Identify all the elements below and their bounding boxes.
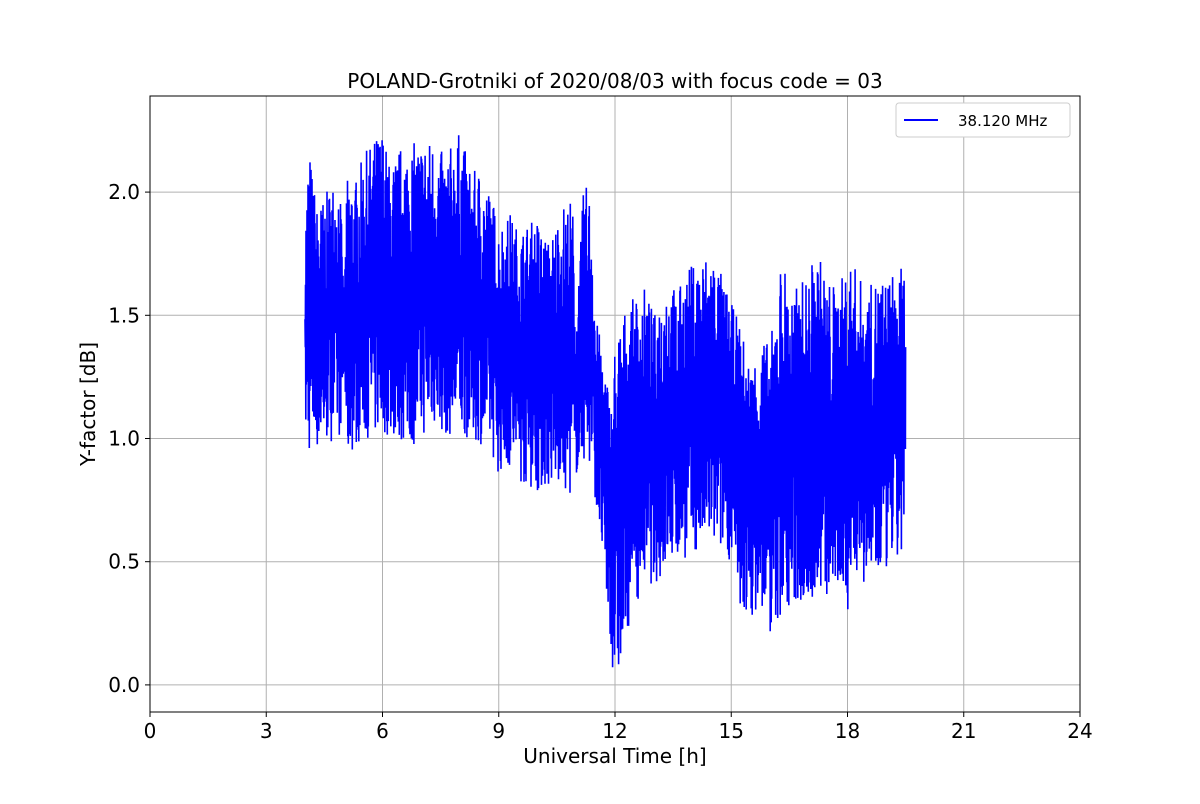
chart-title: POLAND-Grotniki of 2020/08/03 with focus… [347,69,882,93]
legend-box [895,102,1071,138]
legend-label-38-120-mhz: 38.120 MHz [958,112,1047,130]
tick-layer: 0 3 6 9 12 15 18 21 24 0.0 0.5 1.0 1.5 2.0 [108,180,1093,743]
x-tick-label: 12 [602,719,627,743]
x-tick-label: 24 [1067,719,1092,743]
x-tick-label: 15 [719,719,744,743]
x-tick-label: 6 [376,719,389,743]
x-tick-label: 18 [835,719,860,743]
x-tick-label: 21 [951,719,976,743]
series-layer [304,135,907,668]
y-axis-title: Y-factor [dB] [76,342,100,467]
y-tick-label: 0.0 [108,673,140,697]
x-tick-label: 0 [144,719,157,743]
legend: 38.120 MHz [895,102,1071,138]
y-tick-label: 2.0 [108,180,140,204]
y-tick-label: 1.5 [108,303,140,327]
y-tick-label: 0.5 [108,550,140,574]
x-axis-title: Universal Time [h] [523,744,706,768]
x-tick-label: 3 [260,719,273,743]
y-tick-label: 1.0 [108,426,140,450]
x-tick-label: 9 [492,719,505,743]
series-line-38-120-mhz [304,135,907,668]
